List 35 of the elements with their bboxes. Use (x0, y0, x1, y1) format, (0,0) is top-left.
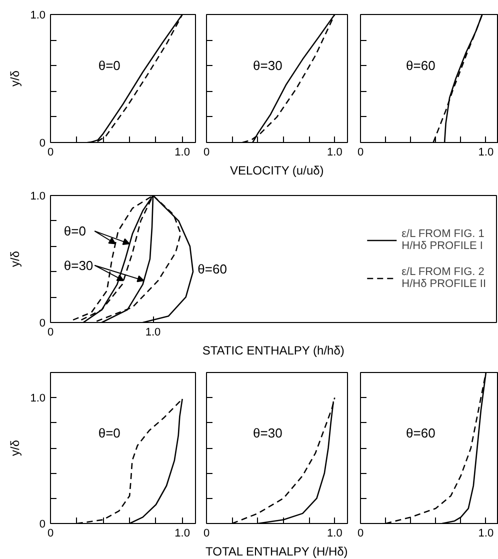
annotation: θ=60 (406, 425, 436, 440)
y-tick-label: 0 (39, 318, 46, 330)
y-tick-label: 0 (39, 138, 46, 150)
annotation: θ=0 (98, 425, 120, 440)
y-tick-label: 0 (39, 518, 46, 530)
x-tick-label: 1.0 (327, 146, 342, 158)
x-tick-label: 1.0 (478, 528, 494, 540)
y-axis-title: y/δ (8, 440, 22, 456)
x-tick-label: 0 (203, 146, 210, 158)
x-tick-label: 0 (357, 146, 364, 158)
x-tick-label: 1.0 (478, 146, 494, 158)
annotation: θ=0 (98, 58, 120, 74)
annotation: θ=30 (253, 425, 282, 440)
x-tick-label: 0 (47, 146, 54, 158)
legend-label: ε/L FROM FIG. 1 H/Hδ PROFILE I (402, 228, 484, 252)
annotation: θ=30 (253, 58, 282, 74)
x-axis-title: TOTAL ENTHALPY (H/Hδ) (206, 544, 348, 558)
y-axis-title: y/δ (8, 70, 22, 87)
annotation: θ=60 (198, 262, 227, 277)
y-tick-label: 1.0 (30, 190, 46, 202)
x-tick-label: 0 (357, 528, 364, 540)
annotation: θ=60 (406, 58, 436, 74)
annotation: θ=30 (64, 258, 94, 273)
annotation: θ=0 (64, 224, 86, 239)
legend-label: ε/L FROM FIG. 2 H/Hδ PROFILE II (402, 266, 486, 290)
y-axis-title: y/δ (8, 250, 22, 268)
x-axis-title: STATIC ENTHALPY (h/hδ) (202, 344, 344, 358)
x-axis-title: VELOCITY (u/uδ) (230, 164, 324, 178)
x-tick-label: 1.0 (174, 528, 190, 540)
x-tick-label: 1.0 (327, 528, 342, 540)
x-tick-label: 1.0 (174, 146, 190, 158)
y-tick-label: 1.0 (30, 10, 46, 22)
x-tick-label: 0 (47, 528, 54, 540)
x-tick-label: 0 (203, 528, 210, 540)
y-tick-label: 1.0 (30, 392, 46, 405)
